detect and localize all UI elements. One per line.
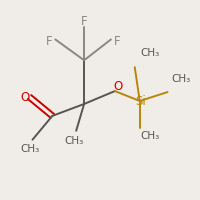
Text: CH₃: CH₃	[21, 144, 40, 154]
Text: CH₃: CH₃	[140, 131, 159, 141]
Text: F: F	[114, 35, 120, 48]
Text: O: O	[113, 80, 122, 93]
Text: O: O	[20, 91, 29, 104]
Text: CH₃: CH₃	[172, 74, 191, 84]
Text: Si: Si	[135, 95, 146, 108]
Text: F: F	[81, 15, 87, 28]
Text: CH₃: CH₃	[65, 136, 84, 146]
Text: CH₃: CH₃	[140, 48, 159, 58]
Text: F: F	[46, 35, 53, 48]
